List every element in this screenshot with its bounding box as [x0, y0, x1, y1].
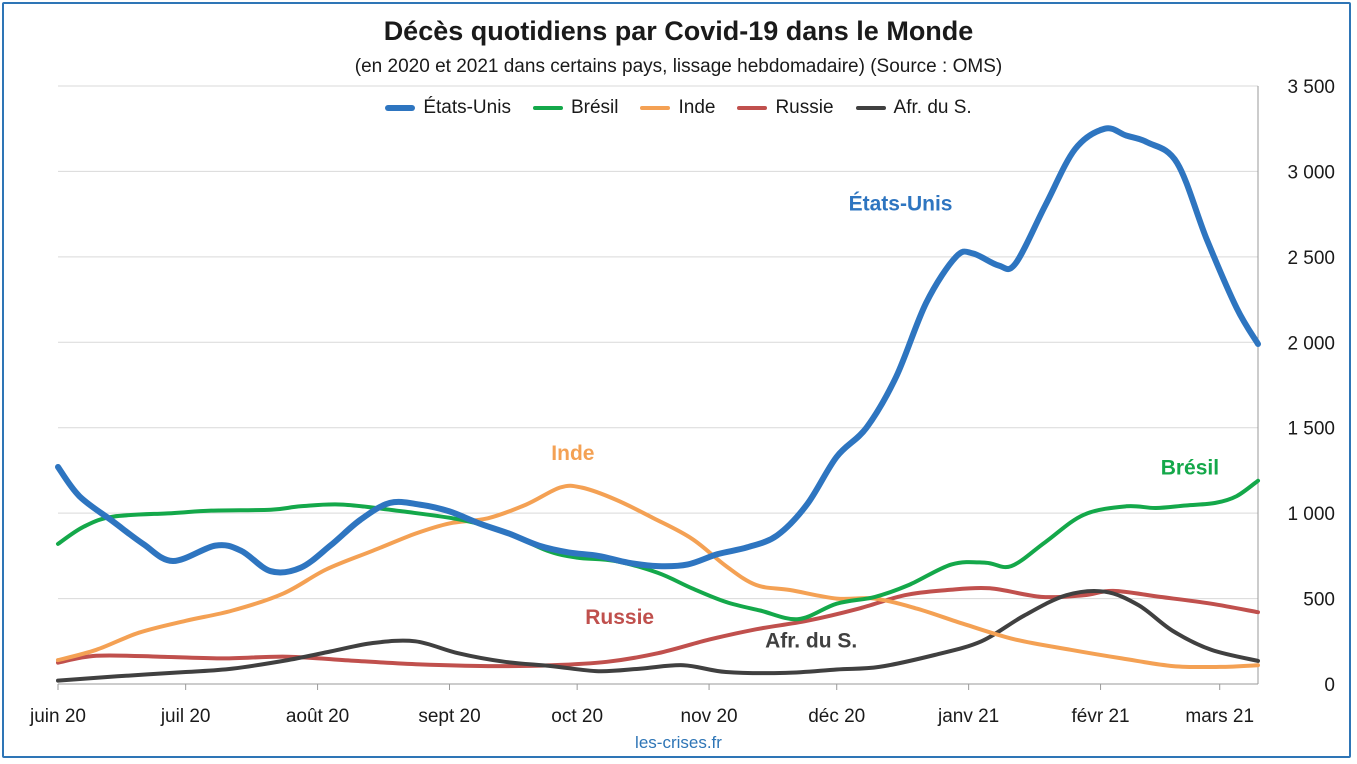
x-tick-label: janv 21	[937, 706, 999, 727]
series-line-russie	[56, 585, 1260, 669]
series-annotation-russie: Russie	[585, 606, 654, 629]
series-line-afr-du-s	[56, 588, 1260, 683]
x-tick-label: oct 20	[551, 706, 603, 727]
legend-label: États-Unis	[423, 97, 511, 118]
legend-label: Russie	[775, 97, 834, 118]
legend-entry-inde: Inde	[640, 97, 715, 119]
legend-entry-afrique-du-sud: Afr. du S.	[855, 97, 972, 119]
x-tick-label: juil 20	[160, 706, 211, 727]
y-tick-label: 0	[1324, 675, 1335, 696]
axes: 0 500 1 000 1 500 2 000 2 500 3 000 3 500 juin 2…	[29, 77, 1335, 727]
y-tick-label: 1 500	[1287, 419, 1335, 440]
y-tick-label: 3 000	[1287, 162, 1335, 183]
x-tick-label: juin 20	[29, 706, 86, 727]
series-annotation-etats-unis: États-Unis	[849, 193, 953, 216]
legend-swatch	[532, 106, 563, 110]
y-tick-label: 2 500	[1287, 248, 1335, 269]
legend-label: Afr. du S.	[893, 97, 972, 118]
legend-label: Brésil	[570, 97, 619, 118]
series-line-inde	[56, 483, 1260, 670]
x-tick-label: févr 21	[1072, 706, 1130, 727]
x-tick-label: août 20	[286, 706, 349, 727]
series-annotation-inde: Inde	[551, 442, 594, 465]
x-tick-label: sept 20	[418, 706, 480, 727]
chart-subtitle: (en 2020 et 2021 dans certains pays, lis…	[354, 56, 1003, 77]
series-line-bresil	[56, 478, 1260, 622]
legend-swatch	[855, 106, 886, 110]
y-tick-label: 500	[1303, 590, 1335, 611]
grid-lines	[58, 85, 1258, 600]
series-line-etats-unis	[55, 125, 1261, 576]
legend-swatch	[385, 105, 416, 111]
legend-swatch	[737, 106, 768, 110]
y-tick-label: 1 000	[1287, 504, 1335, 525]
series-annotation-afr-du-s: Afr. du S.	[765, 629, 857, 652]
legend-entry-bresil: Brésil	[532, 97, 619, 119]
x-tick-label: mars 21	[1185, 706, 1254, 727]
y-tick-label: 2 000	[1287, 333, 1335, 354]
y-tick-label: 3 500	[1287, 77, 1335, 98]
series-lines	[55, 125, 1261, 683]
chart-legend: États-Unis Brésil Inde Russie Afr. du S.	[0, 97, 1357, 119]
x-tick-label: nov 20	[681, 706, 738, 727]
legend-entry-etats-unis: États-Unis	[385, 97, 511, 119]
x-tick-label: déc 20	[808, 706, 865, 727]
series-annotations: États-Unis Brésil Inde Russie Afr. du S.	[551, 193, 1219, 653]
chart-title: Décès quotidiens par Covid-19 dans le Mo…	[383, 16, 974, 46]
series-annotation-bresil: Brésil	[1161, 457, 1219, 480]
legend-label: Inde	[678, 97, 716, 118]
legend-swatch	[640, 106, 671, 110]
source-credit: les-crises.fr	[635, 733, 722, 752]
legend-entry-russie: Russie	[737, 97, 834, 119]
